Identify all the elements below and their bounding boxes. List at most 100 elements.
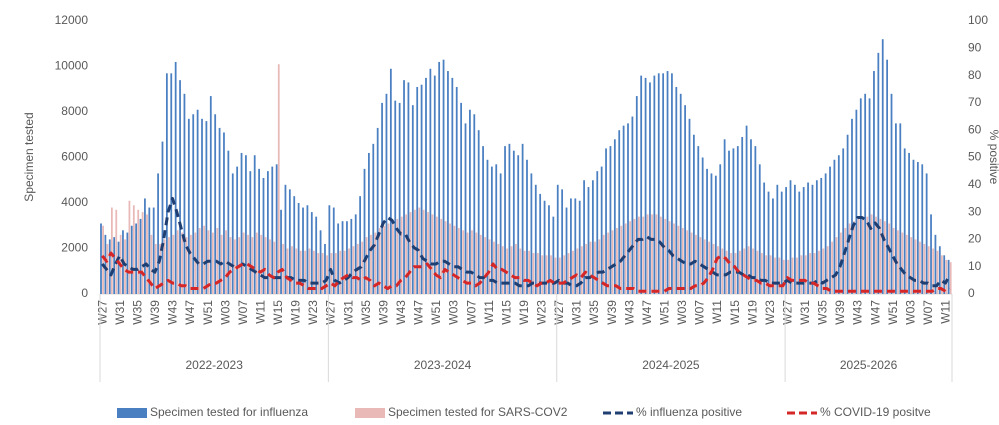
x-tick-label: W51 (201, 300, 215, 325)
group-label: 2024-2025 (642, 358, 700, 372)
x-tick-label: W31 (341, 300, 355, 325)
bar (829, 166, 831, 294)
legend-label: % influenza positive (636, 405, 742, 419)
bar (934, 234, 937, 294)
bar (881, 39, 884, 295)
bar (477, 130, 480, 294)
bar (831, 241, 833, 294)
bar (453, 225, 456, 294)
bar (227, 150, 230, 294)
bar (815, 180, 818, 294)
bar (851, 118, 853, 294)
x-tick-label: W07 (464, 300, 478, 325)
bar (266, 171, 269, 294)
y2-tick-label: 10 (968, 259, 982, 273)
bar (541, 255, 544, 294)
bar (337, 223, 340, 294)
bar (853, 221, 855, 294)
y2-tick-label: 0 (968, 286, 975, 300)
bar (624, 223, 627, 294)
bar (556, 184, 559, 294)
x-tick-label: W39 (833, 300, 847, 325)
bar (728, 150, 730, 294)
bar (429, 68, 432, 295)
x-tick-label: W19 (289, 300, 303, 325)
x-tick-label: W11 (939, 300, 953, 324)
bar (172, 234, 175, 294)
bar (383, 225, 386, 294)
bar (754, 146, 757, 294)
bar (515, 243, 517, 294)
bar (258, 168, 260, 294)
x-tick-label: W39 (605, 300, 619, 325)
bar (570, 198, 572, 294)
bar (499, 173, 502, 294)
bar (848, 223, 851, 294)
bar (730, 253, 732, 294)
bar (780, 191, 783, 294)
bar (194, 232, 197, 294)
bar (657, 73, 660, 294)
bar (490, 166, 493, 294)
bar (947, 259, 950, 294)
bar (113, 237, 116, 294)
bar (563, 255, 566, 294)
bar (587, 187, 590, 294)
bar (409, 212, 412, 294)
bar (824, 173, 827, 294)
x-tick-label: W27 (552, 300, 566, 325)
bar (378, 228, 381, 294)
bar (574, 198, 577, 294)
x-tick-label: W47 (868, 300, 882, 325)
bar (253, 155, 256, 294)
bar (368, 152, 370, 294)
bar (943, 255, 946, 294)
bar (387, 223, 390, 294)
bar (532, 253, 535, 294)
bar (115, 209, 118, 294)
bar (128, 200, 131, 294)
bar (649, 82, 651, 294)
bar (818, 250, 820, 294)
bar (284, 184, 287, 294)
bar (363, 168, 366, 294)
bar (864, 93, 867, 294)
bar (277, 64, 280, 294)
bar (706, 168, 708, 294)
bar (782, 259, 785, 294)
bar (469, 109, 471, 294)
bar (789, 180, 792, 294)
group-label: 2022-2023 (185, 358, 243, 372)
bar (482, 146, 484, 294)
bar (673, 223, 675, 294)
bar (508, 143, 511, 294)
bar (400, 216, 403, 294)
bar (396, 218, 399, 294)
bar (721, 248, 724, 294)
bar (108, 239, 111, 294)
bar (104, 234, 107, 294)
x-tick-label: W47 (640, 300, 654, 325)
bar (416, 86, 419, 294)
bar (306, 205, 309, 294)
bar (332, 207, 335, 294)
bar (809, 253, 812, 294)
bar (299, 250, 302, 294)
bar (791, 257, 794, 294)
bar (844, 228, 847, 294)
bar (778, 257, 781, 294)
bar (135, 223, 138, 294)
bar (796, 257, 798, 294)
x-tick-label: W11 (710, 300, 724, 324)
bar (642, 216, 645, 294)
bar (613, 139, 616, 294)
bar (249, 171, 252, 294)
bar (769, 255, 772, 294)
bar (262, 177, 265, 294)
bar (635, 96, 638, 294)
bar (165, 73, 168, 294)
bar (302, 207, 304, 294)
bar (233, 239, 236, 294)
y-tick-label: 4000 (61, 195, 88, 209)
bar (837, 155, 840, 294)
